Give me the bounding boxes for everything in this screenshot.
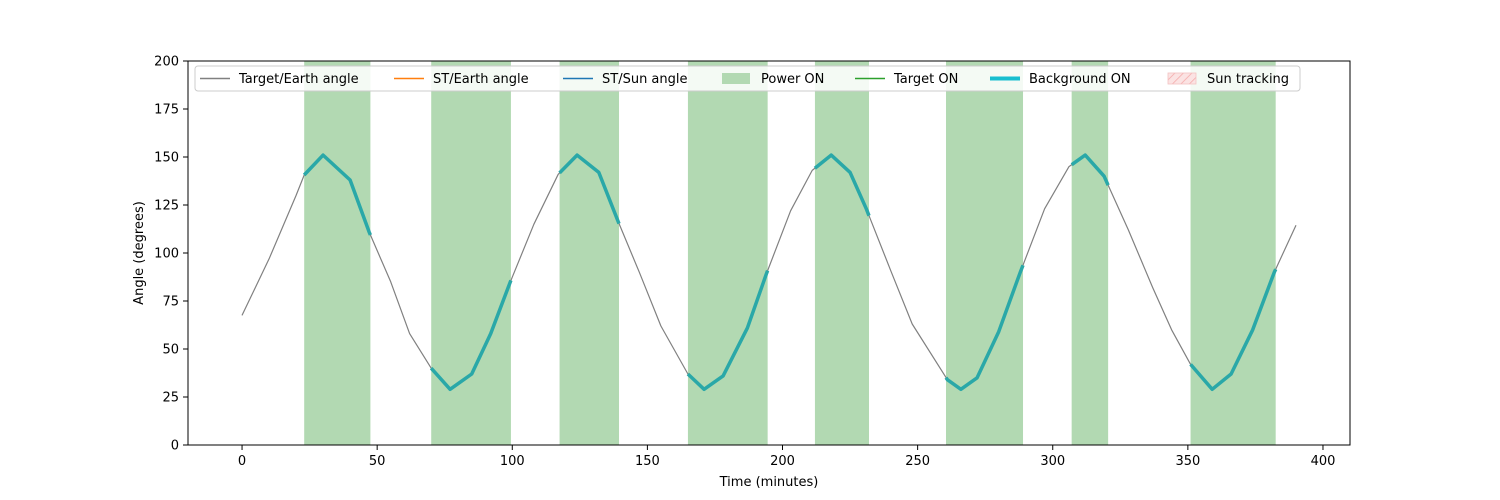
x-tick-label: 300 <box>1040 454 1065 469</box>
legend-item: Power ON <box>722 72 824 87</box>
background-on-segment <box>302 153 373 236</box>
x-tick-label: 150 <box>635 454 660 469</box>
y-tick-label: 0 <box>171 439 179 454</box>
background-on-segment <box>813 153 871 217</box>
power-on-band <box>1071 61 1109 445</box>
background-on-segment <box>1189 268 1278 392</box>
power-on-band <box>304 61 371 445</box>
target-earth-angle-line <box>241 154 1297 390</box>
legend-item: ST/Sun angle <box>563 72 688 87</box>
power-on-band <box>946 61 1024 445</box>
background-on-segment <box>944 264 1025 392</box>
y-tick-label: 100 <box>154 247 179 262</box>
legend-label: Power ON <box>761 72 824 87</box>
legend-item: Sun tracking <box>1167 72 1289 87</box>
y-axis-ticks: 0 25 50 75 100 125 150 175 200 <box>154 55 188 454</box>
legend-label: ST/Sun angle <box>602 72 688 87</box>
legend-label: Target ON <box>893 72 958 87</box>
legend-item: Background ON <box>990 72 1131 87</box>
x-axis-label: Time (minutes) <box>719 475 819 490</box>
power-on-band <box>1190 61 1276 445</box>
x-tick-label: 100 <box>500 454 525 469</box>
power-on-band <box>814 61 869 445</box>
legend-label: Target/Earth angle <box>238 72 359 87</box>
background-on-segment <box>558 153 621 225</box>
background-on-segment <box>686 269 770 392</box>
y-axis-label: Angle (degrees) <box>132 201 147 305</box>
legend-label: Background ON <box>1029 72 1131 87</box>
power-on-band <box>431 61 511 445</box>
legend-swatch-hatch <box>1167 72 1197 85</box>
y-tick-label: 25 <box>162 391 179 406</box>
x-tick-label: 50 <box>369 454 386 469</box>
y-tick-label: 50 <box>162 343 179 358</box>
power-on-band <box>559 61 620 445</box>
x-tick-label: 250 <box>905 454 930 469</box>
y-tick-label: 200 <box>154 55 179 70</box>
power-on-band <box>687 61 768 445</box>
legend: Target/Earth angle ST/Earth angle ST/Sun a… <box>194 65 1301 92</box>
legend-label: Sun tracking <box>1207 72 1289 87</box>
legend-item: Target ON <box>855 72 958 87</box>
series-layer <box>241 153 1297 392</box>
x-tick-label: 350 <box>1175 454 1200 469</box>
y-tick-label: 175 <box>154 103 179 118</box>
legend-item: ST/Earth angle <box>394 72 529 87</box>
y-tick-label: 125 <box>154 199 179 214</box>
background-on-segment <box>1070 153 1110 186</box>
y-tick-label: 150 <box>154 151 179 166</box>
legend-swatch-patch <box>722 73 750 84</box>
legend-item: Target/Earth angle <box>200 72 359 87</box>
x-tick-label: 400 <box>1311 454 1336 469</box>
legend-label: ST/Earth angle <box>433 72 529 87</box>
background-on-segment <box>429 279 513 392</box>
x-tick-label: 0 <box>238 454 246 469</box>
x-tick-label: 200 <box>770 454 795 469</box>
y-tick-label: 75 <box>162 295 179 310</box>
x-axis-ticks: 0 50 100 150 200 250 300 350 400 <box>238 445 1335 469</box>
